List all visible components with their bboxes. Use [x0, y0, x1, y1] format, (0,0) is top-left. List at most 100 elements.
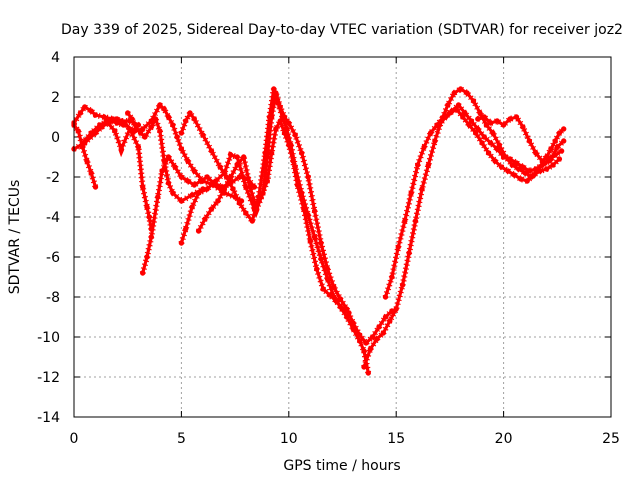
x-tick-label: 10 — [280, 431, 298, 447]
data-point — [477, 110, 483, 116]
data-point — [88, 170, 94, 176]
data-point — [511, 172, 517, 178]
data-point — [481, 134, 487, 140]
data-point — [253, 206, 260, 212]
data-point — [75, 128, 82, 134]
data-point — [288, 142, 294, 148]
data-point — [408, 190, 414, 196]
data-point — [513, 160, 520, 166]
data-point — [311, 208, 318, 214]
y-tick-label: 0 — [51, 130, 60, 146]
plot-area — [71, 85, 567, 376]
data-point — [101, 114, 107, 120]
data-point — [324, 266, 331, 272]
grid-lines — [74, 57, 611, 417]
data-point — [281, 114, 288, 120]
data-point — [148, 234, 155, 240]
data-point — [133, 126, 140, 132]
x-axis-label: GPS time / hours — [283, 458, 400, 474]
data-point — [187, 110, 193, 116]
data-point — [311, 234, 318, 240]
data-point — [369, 334, 376, 340]
data-point — [406, 250, 412, 256]
data-point — [200, 178, 206, 184]
data-point — [305, 212, 311, 218]
data-point — [170, 190, 176, 196]
data-point — [217, 164, 223, 170]
data-point — [479, 140, 485, 146]
data-point — [561, 138, 567, 144]
data-point — [531, 172, 537, 178]
data-point — [556, 130, 563, 136]
data-point — [228, 152, 234, 158]
series-line — [197, 91, 394, 345]
data-point — [367, 346, 374, 352]
data-point — [189, 192, 195, 198]
data-point — [449, 108, 455, 114]
x-tick-label: 0 — [70, 431, 79, 447]
data-point — [157, 102, 163, 108]
data-point — [554, 144, 560, 150]
data-point — [399, 282, 406, 288]
data-point — [533, 150, 539, 156]
data-point — [492, 158, 498, 164]
data-point — [415, 162, 421, 168]
data-point — [88, 130, 94, 136]
data-point — [331, 294, 337, 300]
data-point — [307, 238, 313, 244]
data-point — [488, 120, 494, 126]
data-point — [331, 284, 337, 290]
data-point — [500, 154, 507, 160]
y-tick-label: -10 — [37, 330, 60, 346]
data-point — [191, 116, 198, 122]
data-point — [451, 90, 457, 96]
data-point — [556, 156, 563, 162]
y-tick-label: -8 — [46, 290, 60, 306]
data-point — [243, 210, 249, 216]
data-point — [152, 116, 159, 122]
data-point — [539, 158, 545, 164]
data-point — [178, 146, 185, 152]
data-point — [292, 164, 298, 170]
y-axis-label: SDTVAR / TECUs — [7, 180, 23, 295]
data-point — [518, 176, 524, 182]
data-point — [494, 118, 500, 124]
data-point — [546, 158, 552, 164]
data-point — [161, 106, 167, 112]
data-point — [146, 214, 152, 220]
data-point — [129, 116, 135, 122]
data-point — [507, 116, 513, 122]
data-point — [247, 184, 253, 190]
data-point — [236, 200, 243, 206]
data-point — [249, 218, 256, 224]
data-point — [496, 142, 502, 148]
data-point — [271, 86, 277, 92]
data-point — [552, 152, 558, 158]
data-point — [77, 110, 84, 116]
data-point — [191, 182, 198, 188]
series-markers — [382, 105, 562, 298]
data-point — [470, 98, 477, 104]
data-point — [97, 122, 103, 128]
data-point — [561, 126, 567, 132]
data-point — [520, 164, 526, 170]
data-point — [159, 168, 165, 174]
data-point — [464, 90, 470, 96]
data-point — [344, 306, 350, 312]
data-point — [284, 126, 290, 132]
y-tick-label: -2 — [46, 170, 60, 186]
data-point — [202, 216, 208, 222]
data-point — [442, 114, 449, 120]
data-point — [165, 154, 172, 160]
data-point — [140, 184, 146, 190]
data-point — [273, 126, 279, 132]
data-point — [178, 198, 185, 204]
data-point — [165, 180, 172, 186]
data-point — [498, 164, 505, 170]
data-point — [185, 158, 191, 164]
data-point — [148, 124, 155, 130]
data-point — [457, 86, 464, 92]
data-point — [103, 118, 109, 124]
y-tick-label: -14 — [37, 410, 60, 426]
x-tick-label: 25 — [602, 431, 620, 447]
